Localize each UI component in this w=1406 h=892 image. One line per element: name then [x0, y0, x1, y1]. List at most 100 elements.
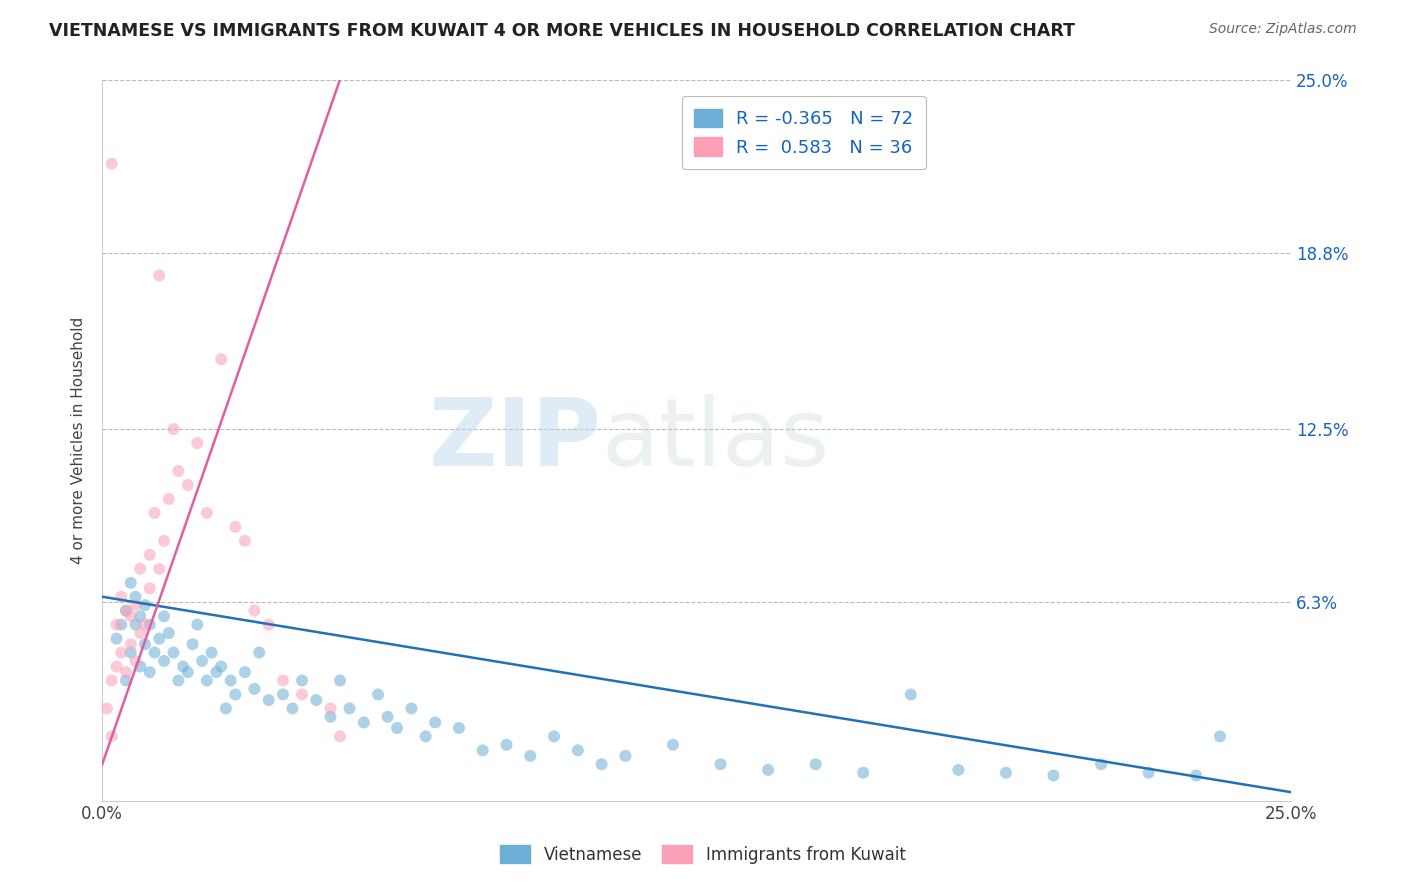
Point: [153, 654, 176, 668]
Point: [124, 590, 146, 604]
Point: [162, 422, 184, 436]
Point: [148, 268, 170, 283]
Point: [153, 533, 176, 548]
Point: [614, 748, 637, 763]
Point: [271, 673, 294, 688]
Point: [100, 730, 122, 744]
Point: [129, 626, 152, 640]
Point: [257, 693, 280, 707]
Point: [167, 673, 190, 688]
Point: [948, 763, 970, 777]
Point: [177, 478, 200, 492]
Point: [153, 609, 176, 624]
Point: [105, 632, 128, 646]
Point: [110, 590, 132, 604]
Point: [120, 646, 142, 660]
Point: [195, 506, 218, 520]
Point: [120, 637, 142, 651]
Point: [257, 617, 280, 632]
Point: [994, 765, 1017, 780]
Point: [148, 562, 170, 576]
Point: [209, 352, 232, 367]
Point: [148, 632, 170, 646]
Point: [96, 701, 118, 715]
Legend: Vietnamese, Immigrants from Kuwait: Vietnamese, Immigrants from Kuwait: [494, 838, 912, 871]
Point: [281, 701, 304, 715]
Point: [186, 617, 208, 632]
Point: [385, 721, 408, 735]
Point: [209, 659, 232, 673]
Point: [591, 757, 613, 772]
Point: [329, 673, 352, 688]
Point: [519, 748, 541, 763]
Point: [139, 582, 162, 596]
Point: [120, 609, 142, 624]
Point: [353, 715, 375, 730]
Point: [143, 646, 166, 660]
Point: [172, 659, 194, 673]
Point: [319, 701, 342, 715]
Point: [100, 673, 122, 688]
Point: [115, 673, 138, 688]
Point: [271, 688, 294, 702]
Point: [115, 604, 138, 618]
Point: [215, 701, 238, 715]
Point: [124, 598, 146, 612]
Point: [224, 688, 246, 702]
Point: [120, 575, 142, 590]
Point: [425, 715, 447, 730]
Point: [447, 721, 470, 735]
Text: ZIP: ZIP: [429, 394, 602, 486]
Point: [157, 491, 180, 506]
Point: [124, 654, 146, 668]
Point: [195, 673, 218, 688]
Point: [543, 730, 565, 744]
Point: [1090, 757, 1112, 772]
Point: [709, 757, 731, 772]
Y-axis label: 4 or more Vehicles in Household: 4 or more Vehicles in Household: [72, 317, 86, 564]
Point: [401, 701, 423, 715]
Point: [177, 665, 200, 680]
Point: [105, 617, 128, 632]
Point: [129, 659, 152, 673]
Point: [471, 743, 494, 757]
Point: [191, 654, 214, 668]
Point: [124, 617, 146, 632]
Point: [804, 757, 827, 772]
Point: [201, 646, 224, 660]
Point: [415, 730, 437, 744]
Point: [162, 646, 184, 660]
Point: [129, 609, 152, 624]
Point: [756, 763, 779, 777]
Point: [186, 436, 208, 450]
Point: [143, 506, 166, 520]
Text: atlas: atlas: [602, 394, 830, 486]
Point: [319, 710, 342, 724]
Point: [305, 693, 328, 707]
Point: [205, 665, 228, 680]
Point: [233, 665, 256, 680]
Point: [100, 157, 122, 171]
Point: [115, 665, 138, 680]
Point: [134, 617, 156, 632]
Point: [243, 681, 266, 696]
Text: VIETNAMESE VS IMMIGRANTS FROM KUWAIT 4 OR MORE VEHICLES IN HOUSEHOLD CORRELATION: VIETNAMESE VS IMMIGRANTS FROM KUWAIT 4 O…: [49, 22, 1076, 40]
Point: [167, 464, 190, 478]
Point: [134, 598, 156, 612]
Point: [134, 637, 156, 651]
Point: [291, 688, 314, 702]
Point: [495, 738, 517, 752]
Point: [110, 646, 132, 660]
Point: [139, 617, 162, 632]
Point: [115, 604, 138, 618]
Point: [105, 659, 128, 673]
Point: [157, 626, 180, 640]
Point: [139, 548, 162, 562]
Point: [852, 765, 875, 780]
Text: Source: ZipAtlas.com: Source: ZipAtlas.com: [1209, 22, 1357, 37]
Point: [339, 701, 361, 715]
Point: [367, 688, 389, 702]
Point: [181, 637, 204, 651]
Point: [329, 730, 352, 744]
Point: [1137, 765, 1160, 780]
